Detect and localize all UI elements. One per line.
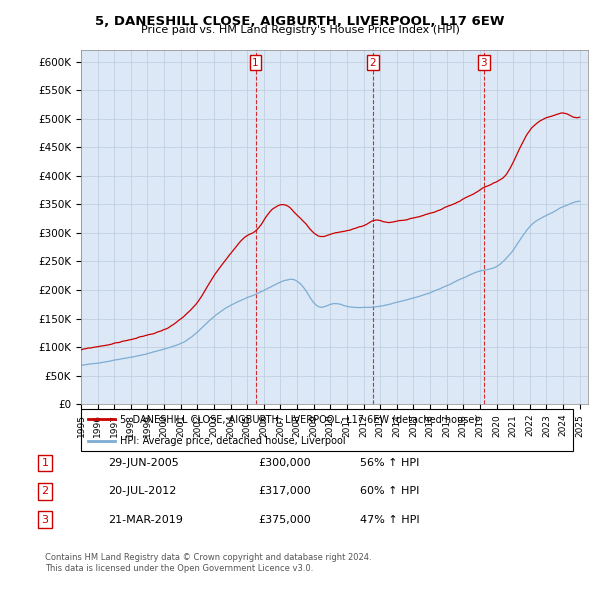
Text: 5, DANESHILL CLOSE, AIGBURTH, LIVERPOOL, L17 6EW: 5, DANESHILL CLOSE, AIGBURTH, LIVERPOOL,… (95, 15, 505, 28)
Text: 2: 2 (370, 58, 376, 68)
Text: 2: 2 (41, 487, 49, 496)
Text: £317,000: £317,000 (258, 487, 311, 496)
Text: 20-JUL-2012: 20-JUL-2012 (108, 487, 176, 496)
Text: 56% ↑ HPI: 56% ↑ HPI (360, 458, 419, 468)
Text: 1: 1 (252, 58, 259, 68)
Text: 3: 3 (41, 515, 49, 525)
Text: HPI: Average price, detached house, Liverpool: HPI: Average price, detached house, Live… (121, 436, 346, 445)
Text: Price paid vs. HM Land Registry's House Price Index (HPI): Price paid vs. HM Land Registry's House … (140, 25, 460, 35)
Text: 60% ↑ HPI: 60% ↑ HPI (360, 487, 419, 496)
Text: £375,000: £375,000 (258, 515, 311, 525)
Text: 29-JUN-2005: 29-JUN-2005 (108, 458, 179, 468)
Text: 47% ↑ HPI: 47% ↑ HPI (360, 515, 419, 525)
Text: This data is licensed under the Open Government Licence v3.0.: This data is licensed under the Open Gov… (45, 565, 313, 573)
Text: £300,000: £300,000 (258, 458, 311, 468)
Text: 3: 3 (480, 58, 487, 68)
Text: Contains HM Land Registry data © Crown copyright and database right 2024.: Contains HM Land Registry data © Crown c… (45, 553, 371, 562)
Text: 5, DANESHILL CLOSE, AIGBURTH, LIVERPOOL, L17 6EW (detached house): 5, DANESHILL CLOSE, AIGBURTH, LIVERPOOL,… (121, 415, 478, 424)
Text: 1: 1 (41, 458, 49, 468)
Text: 21-MAR-2019: 21-MAR-2019 (108, 515, 183, 525)
